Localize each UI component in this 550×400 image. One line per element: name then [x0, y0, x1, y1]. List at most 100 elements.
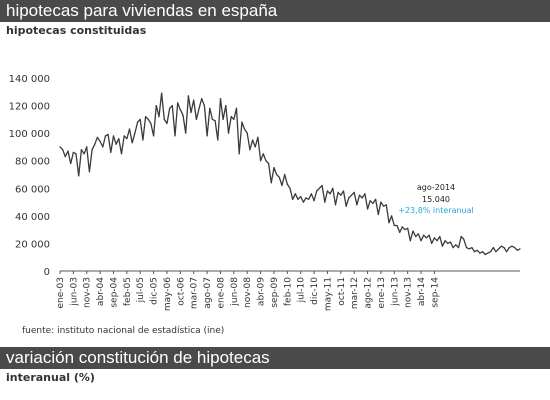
data-point	[219, 98, 222, 100]
data-point	[476, 249, 478, 251]
data-point	[313, 200, 315, 202]
data-point	[415, 235, 417, 238]
data-point	[473, 251, 476, 253]
x-tick-label: dic-05	[150, 277, 160, 305]
data-point	[145, 116, 147, 118]
data-point	[431, 242, 433, 244]
data-point	[391, 215, 393, 217]
data-point	[372, 202, 374, 204]
data-point	[297, 198, 299, 200]
data-point	[147, 118, 149, 120]
data-point	[131, 142, 133, 144]
x-tick-label: ene-13	[377, 277, 387, 308]
data-point	[238, 153, 240, 155]
data-point	[492, 247, 494, 249]
data-point	[78, 175, 80, 177]
data-point	[337, 191, 339, 193]
data-point	[187, 95, 189, 97]
data-point	[246, 132, 248, 134]
data-point	[265, 160, 267, 162]
data-point	[166, 122, 168, 125]
data-point	[425, 237, 427, 239]
data-point	[447, 242, 449, 244]
data-point	[321, 184, 323, 187]
x-tick-label: sep-09	[270, 277, 280, 308]
data-point	[225, 105, 227, 107]
data-point	[345, 205, 347, 207]
data-point	[305, 197, 307, 199]
data-point	[278, 176, 280, 178]
x-tick-label: oct-06	[176, 277, 186, 306]
data-point	[358, 194, 361, 196]
data-point	[369, 200, 371, 202]
x-tick-label: abr-04	[96, 277, 106, 306]
data-point	[59, 146, 61, 148]
data-point	[334, 204, 337, 206]
data-point	[252, 139, 254, 141]
data-point	[163, 118, 165, 120]
data-point	[361, 197, 363, 199]
data-point	[281, 184, 283, 187]
data-point	[169, 107, 171, 109]
data-point	[380, 201, 382, 203]
data-point	[506, 251, 508, 253]
data-point	[329, 193, 331, 195]
y-tick-label: 60 000	[15, 184, 50, 195]
data-point	[260, 160, 262, 162]
x-tick-label: jun-08	[230, 277, 240, 307]
data-point	[457, 247, 460, 249]
x-tick-label: sep-04	[109, 277, 119, 308]
data-point	[241, 121, 243, 123]
data-point	[439, 235, 441, 238]
data-point	[198, 107, 200, 109]
data-point	[383, 205, 385, 207]
annotation-date: ago-2014	[417, 183, 455, 192]
data-point	[356, 204, 358, 206]
x-tick-label: ene-08	[216, 277, 226, 309]
x-tick-label: abr-14	[417, 277, 427, 306]
data-point	[342, 190, 345, 192]
data-point	[385, 204, 387, 206]
data-point	[348, 197, 350, 199]
x-tick-label: abr-09	[257, 277, 267, 306]
data-point	[367, 208, 369, 210]
data-point	[498, 248, 500, 250]
chart-subtitle: hipotecas constituidas	[6, 24, 147, 37]
data-point	[83, 153, 85, 155]
data-point	[128, 128, 131, 130]
y-axis: 0 20 000 40 000 60 000 80 000 100 000 120 000 1…	[9, 74, 50, 278]
data-point	[407, 227, 409, 229]
data-point	[286, 183, 288, 185]
x-tick-label: feb-10	[283, 277, 293, 306]
data-point	[404, 229, 406, 231]
data-point	[174, 135, 176, 137]
data-point	[495, 251, 497, 253]
data-point	[195, 118, 197, 120]
data-point	[161, 92, 163, 94]
data-point	[254, 146, 256, 148]
x-tick-label: ene-03	[56, 277, 66, 308]
data-point	[99, 140, 101, 142]
data-point	[110, 151, 112, 153]
x-axis: ene-03 jun-03 nov-03 abr-04 sep-04 feb-05 jul-…	[56, 270, 520, 311]
data-point	[64, 156, 66, 158]
data-point	[88, 171, 90, 173]
y-tick-label: 0	[44, 267, 50, 278]
x-tick-label: jun-03	[69, 277, 79, 307]
x-tick-label: jul-05	[136, 277, 146, 303]
data-point	[115, 143, 117, 145]
data-annotation: ago-2014 15.040 +23,8% interanual	[398, 183, 473, 215]
x-tick-label: nov-13	[404, 277, 414, 308]
data-point	[500, 245, 502, 247]
data-point	[308, 198, 310, 200]
y-tick-label: 40 000	[15, 212, 50, 223]
data-point	[142, 139, 144, 141]
data-point	[273, 167, 275, 169]
data-point	[158, 116, 160, 118]
x-tick-label: mar-07	[190, 277, 200, 309]
data-point	[104, 135, 107, 137]
data-point	[72, 151, 74, 153]
data-point	[185, 132, 187, 134]
data-point	[353, 191, 355, 193]
data-point	[514, 247, 516, 249]
